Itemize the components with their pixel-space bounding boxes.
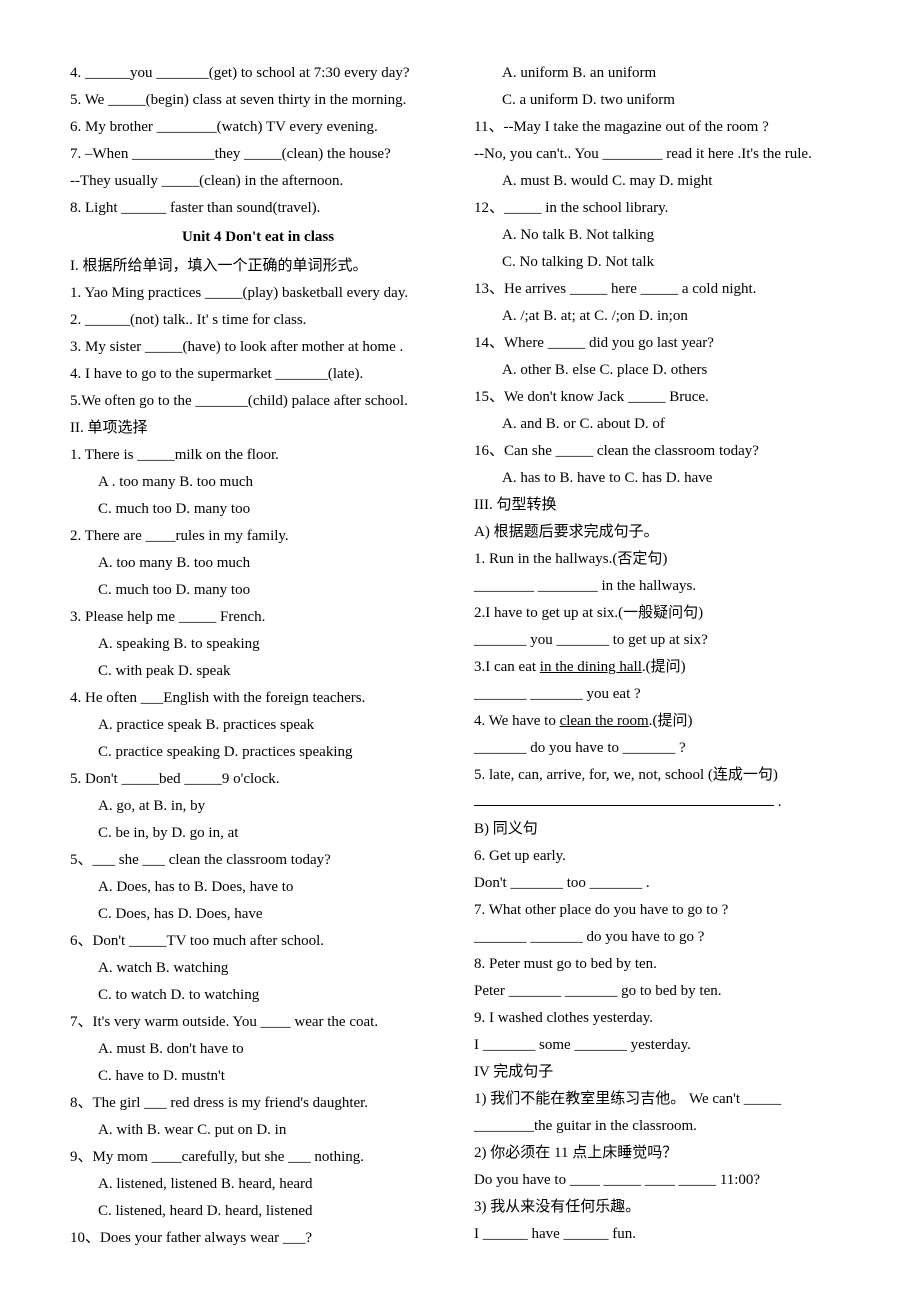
stem: --No, you can't.. You ________ read it h… [474, 141, 850, 168]
opts: A. /;at B. at; at C. /;on D. in;on [474, 303, 850, 330]
stem: 1. There is _____milk on the floor. [70, 442, 446, 469]
opts: C. with peak D. speak [70, 658, 446, 685]
line: 5.We often go to the _______(child) pala… [70, 388, 446, 415]
opts: C. Does, has D. Does, have [70, 901, 446, 928]
opts: A. Does, has to B. Does, have to [70, 874, 446, 901]
line: 2.I have to get up at six.(一般疑问句) [474, 600, 850, 627]
line: 8. Peter must go to bed by ten. [474, 951, 850, 978]
section-title: IV 完成句子 [474, 1059, 850, 1086]
line: 1) 我们不能在教室里练习吉他。 We can't _____ [474, 1086, 850, 1113]
line: ________the guitar in the classroom. [474, 1113, 850, 1140]
line: 7. What other place do you have to go to… [474, 897, 850, 924]
opts: C. to watch D. to watching [70, 982, 446, 1009]
line: _______ you _______ to get up at six? [474, 627, 850, 654]
stem: 5. Don't _____bed _____9 o'clock. [70, 766, 446, 793]
opts: A. practice speak B. practices speak [70, 712, 446, 739]
stem: 15、We don't know Jack _____ Bruce. [474, 384, 850, 411]
line: 3.I can eat in the dining hall.(提问) [474, 654, 850, 681]
line: 3. My sister _____(have) to look after m… [70, 334, 446, 361]
opts: A. other B. else C. place D. others [474, 357, 850, 384]
line: 4. I have to go to the supermarket _____… [70, 361, 446, 388]
section-title: III. 句型转换 [474, 492, 850, 519]
line: 6. Get up early. [474, 843, 850, 870]
stem: 10、Does your father always wear ___? [70, 1225, 446, 1252]
line: --They usually _____(clean) in the after… [70, 168, 446, 195]
line: 3) 我从来没有任何乐趣。 [474, 1194, 850, 1221]
stem: 4. He often ___English with the foreign … [70, 685, 446, 712]
stem: 2. There are ____rules in my family. [70, 523, 446, 550]
line: Don't _______ too _______ . [474, 870, 850, 897]
opts: A. and B. or C. about D. of [474, 411, 850, 438]
opts: A. watch B. watching [70, 955, 446, 982]
stem: 6、Don't _____TV too much after school. [70, 928, 446, 955]
opts: A . too many B. too much [70, 469, 446, 496]
stem: 9、My mom ____carefully, but she ___ noth… [70, 1144, 446, 1171]
line: I _______ some _______ yesterday. [474, 1032, 850, 1059]
opts: C. much too D. many too [70, 496, 446, 523]
opts: A. No talk B. Not talking [474, 222, 850, 249]
line: 9. I washed clothes yesterday. [474, 1005, 850, 1032]
stem: 8、The girl ___ red dress is my friend's … [70, 1090, 446, 1117]
line: 7. –When ___________they _____(clean) th… [70, 141, 446, 168]
line: 5. We _____(begin) class at seven thirty… [70, 87, 446, 114]
line: 1. Run in the hallways.(否定句) [474, 546, 850, 573]
opts: A. speaking B. to speaking [70, 631, 446, 658]
line: _______ _______ do you have to go ? [474, 924, 850, 951]
opts: A. uniform B. an uniform [474, 60, 850, 87]
opts: A. too many B. too much [70, 550, 446, 577]
opts: A. must B. don't have to [70, 1036, 446, 1063]
line: 4. ______you _______(get) to school at 7… [70, 60, 446, 87]
right-column: A. uniform B. an uniform C. a uniform D.… [474, 60, 850, 1252]
opts: C. be in, by D. go in, at [70, 820, 446, 847]
left-column: 4. ______you _______(get) to school at 7… [70, 60, 446, 1252]
opts: C. a uniform D. two uniform [474, 87, 850, 114]
opts: C. No talking D. Not talk [474, 249, 850, 276]
opts: C. much too D. many too [70, 577, 446, 604]
opts: A. listened, listened B. heard, heard [70, 1171, 446, 1198]
stem: 14、Where _____ did you go last year? [474, 330, 850, 357]
line: 4. We have to clean the room.(提问) [474, 708, 850, 735]
stem: 11、--May I take the magazine out of the … [474, 114, 850, 141]
opts: A. must B. would C. may D. might [474, 168, 850, 195]
line: 5. late, can, arrive, for, we, not, scho… [474, 762, 850, 789]
line: Do you have to ____ _____ ____ _____ 11:… [474, 1167, 850, 1194]
stem: 5、___ she ___ clean the classroom today? [70, 847, 446, 874]
line: _______ _______ you eat ? [474, 681, 850, 708]
stem: 3. Please help me _____ French. [70, 604, 446, 631]
stem: 13、He arrives _____ here _____ a cold ni… [474, 276, 850, 303]
opts: A. has to B. have to C. has D. have [474, 465, 850, 492]
opts: C. have to D. mustn't [70, 1063, 446, 1090]
line: 1. Yao Ming practices _____(play) basket… [70, 280, 446, 307]
stem: 7、It's very warm outside. You ____ wear … [70, 1009, 446, 1036]
subsection-title: A) 根据题后要求完成句子。 [474, 519, 850, 546]
line: I ______ have ______ fun. [474, 1221, 850, 1248]
line: . [474, 789, 850, 816]
opts: A. with B. wear C. put on D. in [70, 1117, 446, 1144]
opts: C. practice speaking D. practices speaki… [70, 739, 446, 766]
stem: 12、_____ in the school library. [474, 195, 850, 222]
stem: 16、Can she _____ clean the classroom tod… [474, 438, 850, 465]
section-title: II. 单项选择 [70, 415, 446, 442]
line: Peter _______ _______ go to bed by ten. [474, 978, 850, 1005]
subsection-title: B) 同义句 [474, 816, 850, 843]
unit-title: Unit 4 Don't eat in class [70, 224, 446, 251]
opts: A. go, at B. in, by [70, 793, 446, 820]
line: 2. ______(not) talk.. It' s time for cla… [70, 307, 446, 334]
opts: C. listened, heard D. heard, listened [70, 1198, 446, 1225]
line: 2) 你必须在 11 点上床睡觉吗？ [474, 1140, 850, 1167]
line: 8. Light ______ faster than sound(travel… [70, 195, 446, 222]
line: _______ do you have to _______ ? [474, 735, 850, 762]
line: ________ ________ in the hallways. [474, 573, 850, 600]
section-title: I. 根据所给单词，填入一个正确的单词形式。 [70, 253, 446, 280]
line: 6. My brother ________(watch) TV every e… [70, 114, 446, 141]
